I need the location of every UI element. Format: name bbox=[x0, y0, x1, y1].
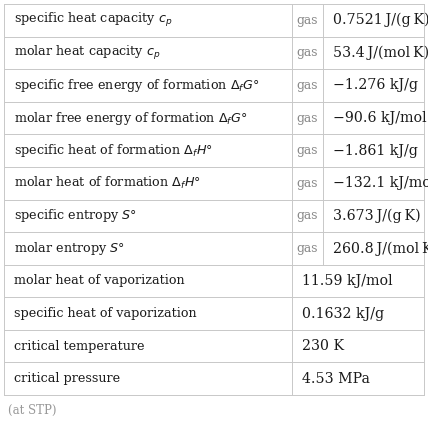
Text: 3.673 J/(g K): 3.673 J/(g K) bbox=[333, 209, 421, 223]
Text: 230 K: 230 K bbox=[302, 339, 344, 353]
Text: molar free energy of formation $\Delta_f G°$: molar free energy of formation $\Delta_f… bbox=[14, 110, 247, 127]
Text: −1.861 kJ/g: −1.861 kJ/g bbox=[333, 144, 418, 158]
Text: 4.53 MPa: 4.53 MPa bbox=[302, 372, 369, 386]
Text: molar heat of formation $\Delta_f H°$: molar heat of formation $\Delta_f H°$ bbox=[14, 175, 201, 191]
Text: molar heat capacity $c_p$: molar heat capacity $c_p$ bbox=[14, 44, 160, 62]
Text: specific free energy of formation $\Delta_f G°$: specific free energy of formation $\Delt… bbox=[14, 77, 259, 94]
Text: specific entropy $S°$: specific entropy $S°$ bbox=[14, 207, 137, 224]
Text: 53.4 J/(mol K): 53.4 J/(mol K) bbox=[333, 45, 428, 60]
Text: −90.6 kJ/mol: −90.6 kJ/mol bbox=[333, 111, 427, 125]
Text: 260.8 J/(mol K): 260.8 J/(mol K) bbox=[333, 241, 428, 255]
Text: gas: gas bbox=[297, 242, 318, 255]
Text: gas: gas bbox=[297, 79, 318, 92]
Text: critical pressure: critical pressure bbox=[14, 372, 120, 385]
Text: gas: gas bbox=[297, 46, 318, 60]
Text: gas: gas bbox=[297, 209, 318, 222]
Text: molar entropy $S°$: molar entropy $S°$ bbox=[14, 240, 125, 257]
Text: (at STP): (at STP) bbox=[8, 403, 56, 416]
Text: specific heat capacity $c_p$: specific heat capacity $c_p$ bbox=[14, 11, 172, 29]
Text: −1.276 kJ/g: −1.276 kJ/g bbox=[333, 79, 418, 93]
Text: 11.59 kJ/mol: 11.59 kJ/mol bbox=[302, 274, 392, 288]
Text: −132.1 kJ/mol: −132.1 kJ/mol bbox=[333, 176, 428, 190]
Text: critical temperature: critical temperature bbox=[14, 340, 145, 353]
Text: gas: gas bbox=[297, 144, 318, 157]
Text: specific heat of formation $\Delta_f H°$: specific heat of formation $\Delta_f H°$ bbox=[14, 142, 213, 159]
Text: gas: gas bbox=[297, 14, 318, 27]
Text: 0.7521 J/(g K): 0.7521 J/(g K) bbox=[333, 13, 428, 28]
Text: 0.1632 kJ/g: 0.1632 kJ/g bbox=[302, 306, 384, 320]
Text: specific heat of vaporization: specific heat of vaporization bbox=[14, 307, 196, 320]
Text: gas: gas bbox=[297, 111, 318, 125]
Text: molar heat of vaporization: molar heat of vaporization bbox=[14, 275, 184, 287]
Text: gas: gas bbox=[297, 177, 318, 190]
